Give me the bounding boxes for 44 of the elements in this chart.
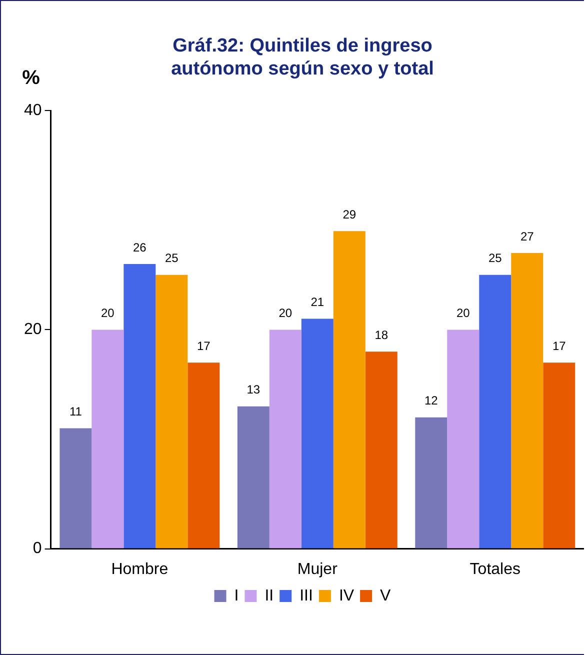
bar [301, 318, 334, 548]
data-label: 20 [456, 306, 470, 320]
bar [333, 231, 366, 548]
bar [365, 352, 398, 548]
bar [511, 253, 544, 548]
data-label: 17 [552, 338, 566, 353]
y-tick-label: 20 [24, 321, 42, 338]
data-label: 26 [132, 240, 147, 254]
bar [188, 362, 220, 548]
data-label: 12 [424, 394, 438, 408]
legend-label: I [234, 587, 239, 604]
data-label: 21 [310, 295, 324, 310]
bar [543, 362, 576, 548]
data-label: 25 [488, 251, 502, 266]
y-tick-label: 0 [32, 540, 42, 558]
x-tick-label: Hombre [111, 560, 168, 578]
bar [237, 406, 270, 548]
legend-label: IV [338, 587, 354, 604]
bar [60, 428, 92, 548]
data-label: 20 [278, 306, 292, 320]
data-label: 13 [246, 382, 260, 397]
data-label: 11 [69, 404, 82, 419]
data-label: 27 [520, 229, 534, 244]
legend-label: III [300, 587, 313, 604]
data-label: 17 [196, 338, 211, 353]
data-label: 29 [342, 207, 356, 222]
bar [124, 264, 156, 548]
data-label: 25 [164, 251, 179, 266]
data-label: 20 [100, 306, 115, 320]
bar [269, 330, 302, 548]
legend-label: V [380, 587, 392, 604]
legend-label: II [264, 587, 274, 604]
bar [156, 274, 188, 548]
text: autónomo según sexo y total [171, 58, 434, 80]
bar [447, 330, 480, 548]
bar [415, 417, 448, 548]
y-axis-title: % [22, 67, 40, 90]
bar [479, 274, 512, 548]
x-tick-label: Totales [470, 560, 520, 578]
x-tick-label: Mujer [297, 560, 338, 578]
y-tick-label: 40 [24, 102, 42, 120]
text: Gráf.32: Quintiles de ingreso [172, 36, 432, 57]
data-label: 18 [374, 328, 388, 342]
bar [92, 330, 124, 548]
